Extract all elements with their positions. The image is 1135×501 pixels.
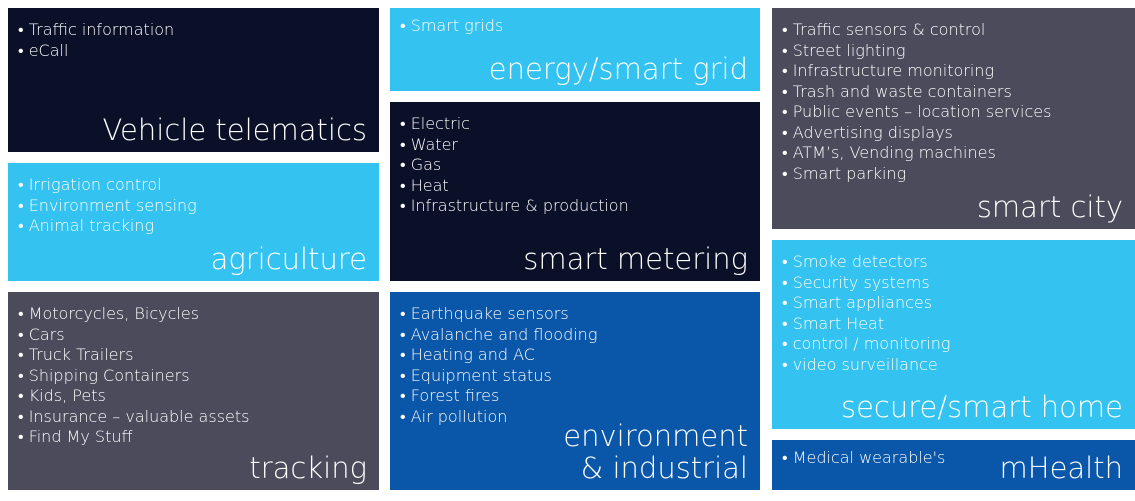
list-item: • Traffic information bbox=[18, 20, 175, 39]
list-item: • Gas bbox=[400, 155, 442, 174]
title-line: environment bbox=[563, 419, 748, 453]
list-item: • Animal tracking bbox=[18, 216, 155, 235]
item-list: • Traffic sensors & control • Street ligh… bbox=[782, 20, 1051, 184]
tile: • Medical wearable's mHealth bbox=[772, 440, 1135, 490]
item-list: • Irrigation control • Environment sensin… bbox=[18, 175, 197, 237]
list-item: • Infrastructure monitoring bbox=[782, 61, 995, 80]
list-item: • Cars bbox=[18, 324, 65, 344]
title-line: secure/smart home bbox=[840, 390, 1123, 424]
tile-title: mHealth bbox=[1000, 452, 1123, 484]
tile-title: energy/smart grid bbox=[489, 53, 748, 85]
list-item: • Water bbox=[400, 134, 458, 154]
list-item: • Forest fires bbox=[400, 386, 500, 405]
list-item: • video surveillance bbox=[782, 354, 938, 374]
list-item: • Electric bbox=[400, 114, 470, 133]
title-line: smart metering bbox=[523, 242, 748, 276]
list-item: • Security systems bbox=[782, 272, 930, 292]
list-item: • Kids, Pets bbox=[18, 386, 106, 405]
list-item: • Irrigation control bbox=[18, 175, 162, 194]
list-item: • eCall bbox=[18, 40, 69, 60]
item-list: • Electric • Water • Gas • Heat • Infrastruc… bbox=[400, 114, 629, 217]
list-item: • Find My Stuff bbox=[18, 427, 133, 446]
title-line: smart city bbox=[976, 190, 1123, 224]
list-item: • Smart grids bbox=[400, 16, 504, 35]
item-list: • Traffic information • eCall bbox=[18, 20, 174, 61]
tile: • Smart grids energy/smart grid bbox=[390, 8, 760, 91]
item-list: • Smart grids bbox=[400, 16, 503, 37]
list-item: • Smoke detectors bbox=[782, 252, 928, 271]
tile-title: smart city bbox=[977, 191, 1123, 223]
list-item: • control / monitoring bbox=[782, 334, 951, 353]
title-line: tracking bbox=[249, 451, 367, 485]
list-item: • Heat bbox=[400, 175, 449, 195]
tile: • Motorcycles, Bicycles • Cars • Truck Tra… bbox=[8, 292, 379, 490]
tile-title: agriculture bbox=[211, 243, 367, 275]
list-item: • Trash and waste containers bbox=[782, 81, 1012, 101]
tile-title: Vehicle telematics bbox=[102, 114, 367, 146]
list-item: • Medical wearable's bbox=[782, 448, 946, 467]
title-line: mHealth bbox=[999, 451, 1123, 485]
list-item: • Traffic sensors & control bbox=[782, 20, 986, 39]
list-item: • ATM’s, Vending machines bbox=[782, 143, 996, 162]
item-list: • Motorcycles, Bicycles • Cars • Truck Tra… bbox=[18, 304, 249, 448]
list-item: • Insurance – valuable assets bbox=[18, 406, 250, 426]
title-line: Vehicle telematics bbox=[102, 113, 367, 147]
tile-title: smart metering bbox=[523, 243, 748, 275]
list-item: • Heating and AC bbox=[400, 345, 535, 364]
tile: • Earthquake sensors • Avalanche and floo… bbox=[390, 292, 760, 490]
tile-title: secure/smart home bbox=[841, 391, 1123, 423]
tile: • Electric • Water • Gas • Heat • Infrastruc… bbox=[390, 102, 760, 281]
tile-title: environment & industrial bbox=[563, 420, 748, 484]
list-item: • Equipment status bbox=[400, 365, 552, 385]
list-item: • Infrastructure & production bbox=[400, 196, 629, 215]
tile: • Traffic sensors & control • Street ligh… bbox=[772, 8, 1135, 229]
list-item: • Smart appliances bbox=[782, 293, 933, 312]
title-line: & industrial bbox=[580, 451, 748, 485]
item-list: • Earthquake sensors • Avalanche and floo… bbox=[400, 304, 597, 427]
title-line: energy/smart grid bbox=[488, 52, 748, 86]
list-item: • Motorcycles, Bicycles bbox=[18, 304, 200, 323]
list-item: • Earthquake sensors bbox=[400, 304, 569, 323]
list-item: • Air pollution bbox=[400, 406, 508, 426]
list-item: • Street lighting bbox=[782, 40, 906, 60]
list-item: • Avalanche and flooding bbox=[400, 324, 598, 344]
list-item: • Public events – location services bbox=[782, 102, 1052, 121]
list-item: • Shipping Containers bbox=[18, 365, 190, 385]
item-list: • Smoke detectors • Security systems • Sma… bbox=[782, 252, 951, 375]
tile-title: tracking bbox=[249, 452, 367, 484]
tile: • Irrigation control • Environment sensin… bbox=[8, 163, 379, 281]
list-item: • Smart parking bbox=[782, 163, 907, 183]
list-item: • Truck Trailers bbox=[18, 345, 134, 364]
tile: • Traffic information • eCall Vehicle tele… bbox=[8, 8, 379, 152]
item-list: • Medical wearable's bbox=[782, 448, 945, 469]
tile: • Smoke detectors • Security systems • Sma… bbox=[772, 240, 1135, 429]
list-item: • Advertising displays bbox=[782, 122, 953, 142]
title-line: agriculture bbox=[210, 242, 367, 276]
list-item: • Environment sensing bbox=[18, 195, 197, 215]
list-item: • Smart Heat bbox=[782, 313, 885, 333]
